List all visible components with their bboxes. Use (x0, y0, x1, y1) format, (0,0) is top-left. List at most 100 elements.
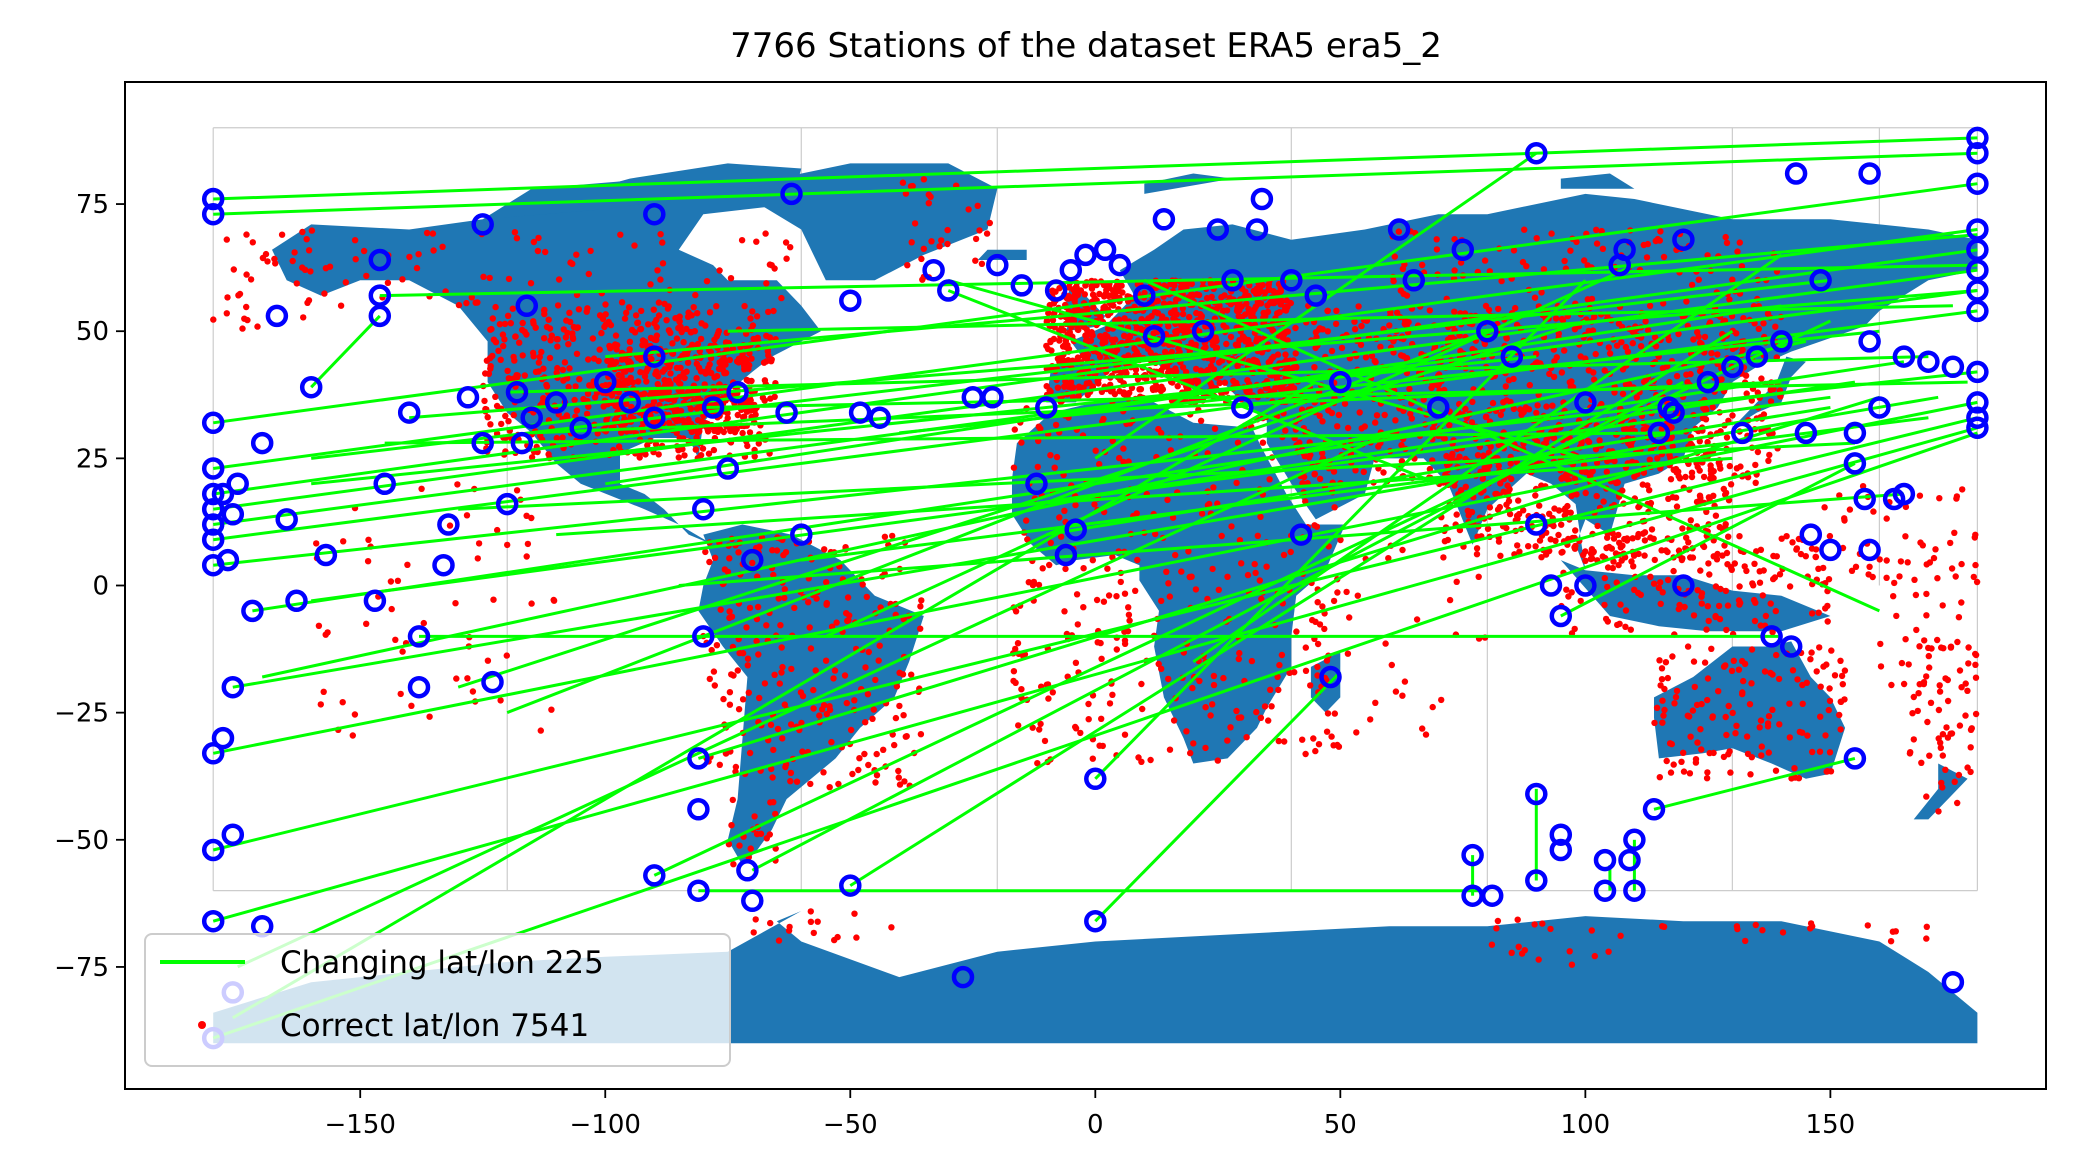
correct-station-point (714, 428, 722, 435)
correct-station-point (689, 341, 696, 348)
correct-station-point (1178, 568, 1185, 575)
correct-station-point (1552, 315, 1560, 322)
correct-station-point (1650, 535, 1657, 542)
correct-station-point (828, 738, 835, 746)
correct-station-point (911, 220, 919, 227)
correct-station-point (1656, 774, 1664, 781)
correct-station-point (1635, 530, 1642, 538)
correct-station-point (1816, 644, 1823, 651)
correct-station-point (1493, 925, 1500, 932)
correct-station-point (779, 663, 786, 671)
correct-station-point (1048, 347, 1055, 354)
correct-station-point (770, 799, 777, 806)
correct-station-point (1292, 362, 1299, 370)
correct-station-point (1224, 573, 1231, 580)
correct-station-point (1826, 697, 1834, 705)
correct-station-point (1729, 412, 1736, 419)
correct-station-point (1751, 617, 1759, 625)
correct-station-point (315, 622, 323, 629)
correct-station-point (1252, 290, 1260, 297)
correct-station-point (888, 924, 895, 931)
correct-station-point (1588, 927, 1596, 934)
changing-station-marker (692, 497, 715, 521)
correct-station-point (1756, 579, 1764, 586)
correct-station-point (1024, 536, 1031, 543)
correct-station-point (1441, 538, 1449, 545)
correct-station-point (1372, 699, 1379, 706)
changing-station-marker (1133, 284, 1156, 307)
correct-station-point (1489, 399, 1497, 407)
correct-station-point (1382, 640, 1389, 647)
correct-station-point (553, 434, 560, 442)
correct-station-point (1277, 386, 1285, 393)
correct-station-point (835, 780, 842, 788)
correct-station-point (1694, 739, 1701, 746)
correct-station-point (1125, 458, 1132, 465)
correct-station-point (1046, 561, 1053, 569)
correct-station-point (1959, 486, 1966, 493)
changing-station-line (212, 248, 1978, 496)
correct-station-point (1395, 228, 1403, 235)
changing-station-marker (1525, 782, 1548, 806)
correct-station-point (1522, 404, 1530, 411)
correct-station-point (1732, 730, 1739, 737)
correct-station-point (711, 554, 719, 561)
land-australia (1654, 641, 1846, 779)
correct-station-point (1343, 588, 1350, 596)
correct-station-point (1091, 501, 1098, 508)
correct-station-point (623, 400, 630, 407)
changing-station-marker (1858, 162, 1881, 185)
correct-station-point (1793, 545, 1801, 552)
correct-station-point (1531, 921, 1538, 928)
correct-station-point (1696, 492, 1704, 499)
correct-station-point (734, 411, 741, 419)
correct-station-point (1186, 573, 1193, 581)
correct-station-point (826, 784, 833, 791)
correct-station-point (536, 353, 543, 361)
correct-station-point (1248, 657, 1256, 665)
correct-station-point (851, 910, 858, 917)
correct-station-point (1659, 589, 1666, 596)
correct-station-point (761, 377, 769, 384)
correct-station-point (1062, 337, 1070, 345)
correct-station-point (920, 176, 928, 183)
correct-station-point (621, 315, 629, 322)
correct-station-point (869, 715, 876, 722)
correct-station-point (1916, 492, 1924, 499)
correct-station-point (1274, 673, 1281, 681)
correct-station-point (1497, 480, 1504, 487)
correct-station-point (1729, 709, 1736, 717)
correct-station-point (505, 418, 512, 425)
changing-station-marker (1152, 208, 1176, 231)
correct-station-point (1189, 292, 1197, 299)
correct-station-point (1035, 581, 1043, 589)
correct-station-point (452, 600, 459, 607)
correct-station-point (972, 257, 979, 264)
correct-station-point (783, 255, 790, 262)
correct-station-point (1627, 626, 1635, 633)
correct-station-point (1939, 752, 1947, 759)
correct-station-point (1035, 423, 1043, 430)
correct-station-point (1165, 323, 1172, 330)
correct-station-point (1972, 710, 1980, 718)
correct-station-point (1106, 700, 1114, 707)
correct-station-point (1972, 661, 1979, 668)
correct-station-point (1391, 253, 1399, 260)
correct-station-point (1333, 307, 1340, 314)
changing-station-line (379, 263, 1978, 298)
correct-station-point (1080, 604, 1087, 611)
correct-station-point (1433, 236, 1440, 243)
correct-station-point (1104, 333, 1111, 340)
changing-station-marker (790, 523, 813, 546)
correct-station-point (1286, 669, 1293, 676)
correct-station-point (585, 356, 592, 363)
correct-station-point (571, 396, 578, 404)
correct-station-point (845, 617, 852, 624)
correct-station-point (1022, 517, 1030, 524)
correct-station-point (1256, 335, 1263, 342)
correct-station-point (1159, 386, 1167, 393)
correct-station-point (1653, 704, 1661, 711)
correct-station-point (611, 360, 618, 368)
changing-station-line (213, 136, 1978, 201)
correct-station-point (1052, 421, 1060, 429)
